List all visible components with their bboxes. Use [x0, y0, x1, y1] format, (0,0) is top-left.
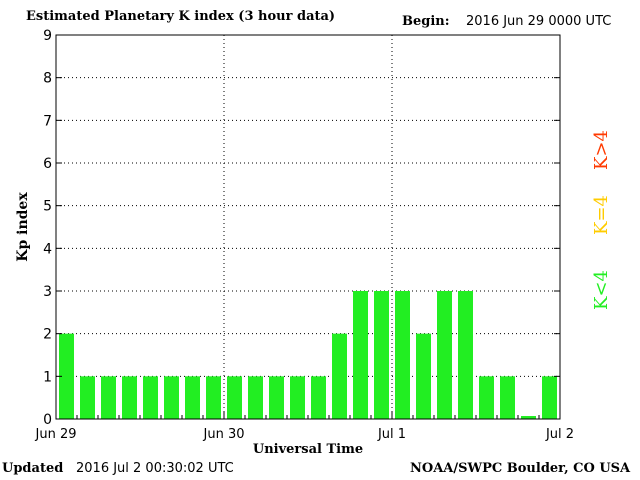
kp-bar	[290, 376, 305, 419]
kp-bar	[479, 376, 494, 419]
kp-bar	[164, 376, 179, 419]
kp-bar	[395, 291, 410, 419]
legend-low: K<4	[591, 270, 612, 310]
kp-bar	[332, 333, 347, 419]
x-tick-label: Jul 2	[545, 427, 574, 442]
kp-bar	[269, 376, 284, 419]
legend-mid: K=4	[591, 195, 612, 235]
legend-high: K>4	[591, 130, 612, 170]
bar-series	[59, 291, 557, 419]
begin-value: 2016 Jun 29 0000 UTC	[466, 14, 612, 29]
y-tick-label: 6	[43, 156, 52, 172]
y-tick-label: 9	[43, 28, 52, 44]
kp-bar	[437, 291, 452, 419]
kp-bar	[227, 376, 242, 419]
kp-bar	[248, 376, 263, 419]
kp-bar	[206, 376, 221, 419]
kp-bar	[500, 376, 515, 419]
source-credit: NOAA/SWPC Boulder, CO USA	[410, 461, 631, 476]
y-tick-label: 5	[43, 199, 52, 215]
kp-bar	[374, 291, 389, 419]
kp-bar	[353, 291, 368, 419]
x-axis-label: Universal Time	[253, 442, 363, 457]
y-tick-label: 0	[43, 412, 52, 428]
kp-bar	[122, 376, 137, 419]
kp-bar	[59, 333, 74, 419]
chart-title: Estimated Planetary K index (3 hour data…	[26, 9, 336, 24]
x-tick-label: Jul 1	[377, 427, 406, 442]
kp-bar	[185, 376, 200, 419]
y-tick-label: 2	[43, 327, 52, 343]
begin-label: Begin:	[402, 14, 450, 29]
kp-bar	[80, 376, 95, 419]
y-tick-label: 4	[43, 241, 52, 257]
grid-lines	[56, 35, 560, 419]
y-tick-label: 3	[43, 284, 52, 300]
y-tick-label: 1	[43, 369, 52, 385]
kp-bar	[143, 376, 158, 419]
updated-label: Updated	[2, 461, 64, 476]
x-tick-label: Jun 29	[35, 427, 77, 442]
kp-bar	[101, 376, 116, 419]
kp-bar	[311, 376, 326, 419]
plot-frame	[55, 34, 561, 420]
kp-bar	[542, 376, 557, 419]
x-tick-label: Jun 30	[203, 427, 245, 442]
y-axis-label: Kp index	[15, 192, 31, 262]
y-axis-ticks: 0 1 2 3 4 5 6 7 8 9	[43, 28, 560, 428]
updated-value: 2016 Jul 2 00:30:02 UTC	[76, 461, 234, 476]
kp-bar	[416, 333, 431, 419]
x-axis-ticks: Jun 29 Jun 30 Jul 1 Jul 2	[35, 411, 574, 442]
y-tick-label: 8	[43, 71, 52, 87]
kp-bar	[458, 291, 473, 419]
kp-bar	[521, 416, 536, 419]
y-tick-label: 7	[43, 113, 52, 129]
